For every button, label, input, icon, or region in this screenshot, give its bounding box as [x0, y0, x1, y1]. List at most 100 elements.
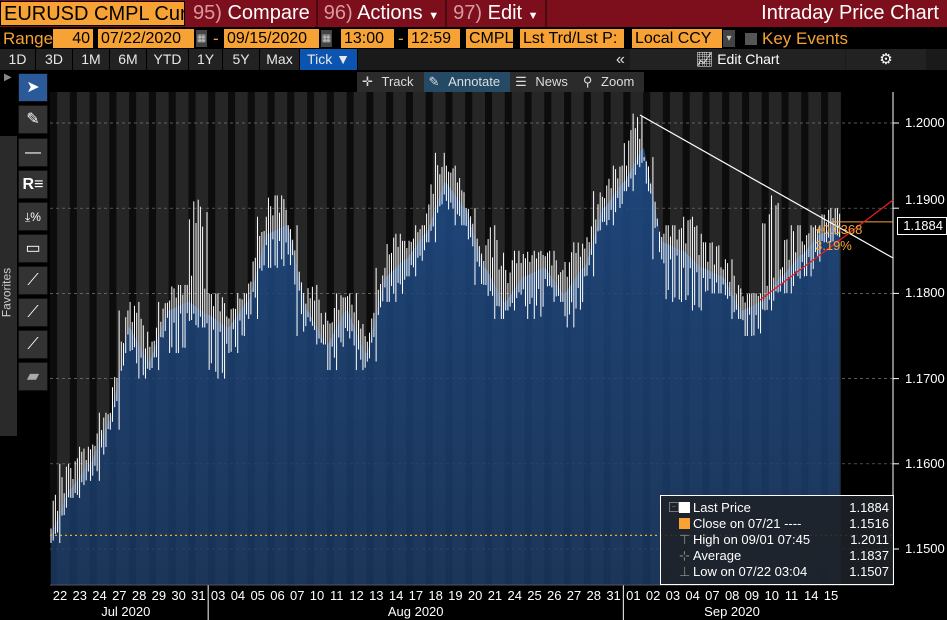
period-tab-6m[interactable]: 6M	[110, 49, 147, 70]
track-button[interactable]: ✛ Track	[357, 72, 424, 92]
segment-line-icon[interactable]: ⟋	[18, 330, 48, 359]
period-tab-1y[interactable]: 1Y	[189, 49, 223, 70]
swatch	[679, 502, 690, 513]
high-marker-icon: ⊤	[679, 532, 691, 547]
expand-arrow-icon[interactable]: ▶	[4, 72, 12, 83]
x-tick-label: 26	[547, 588, 562, 603]
x-tick-label: 04	[230, 588, 246, 603]
legend-label: Low on 07/22 03:04	[693, 564, 808, 579]
legend-label: Last Price	[693, 500, 751, 515]
x-tick-label: 30	[171, 588, 186, 603]
x-tick-label: 24	[507, 588, 522, 603]
edit-label: Edit	[487, 2, 523, 24]
compare-menu[interactable]: 95) Compare	[187, 0, 318, 27]
pointer-tool-icon[interactable]: ➤	[18, 73, 48, 102]
collapse-legend-icon[interactable]: −	[669, 502, 679, 512]
key-events-checkbox[interactable]	[745, 33, 757, 45]
currency-field[interactable]: Local CCY	[632, 29, 722, 48]
x-tick-label: 14	[804, 588, 819, 603]
calendar-icon[interactable]: ▦	[321, 30, 332, 47]
last-price-tag: 1.1884	[897, 217, 947, 235]
x-tick-label: 27	[112, 588, 127, 603]
legend-value: 1.1837	[849, 548, 889, 563]
news-button[interactable]: ☰ News	[510, 72, 578, 92]
night-band	[50, 92, 58, 585]
security-field[interactable]: EURUSD CMPL Curnc	[0, 1, 185, 26]
market-field[interactable]: Lst Trd/Lst P:	[520, 29, 624, 48]
month-label: Jul 2020	[101, 604, 151, 619]
currency-dropdown-icon[interactable]: ▾	[723, 30, 735, 47]
legend-last-price: Last Price 1.1884	[679, 500, 889, 516]
x-tick-label: 18	[428, 588, 443, 603]
y-tick-label: 1.1600	[905, 455, 945, 471]
trendline-red	[759, 199, 894, 301]
end-time-field[interactable]: 12:59	[408, 29, 460, 48]
y-tick-label: 1.1900	[905, 192, 945, 208]
compare-label: Compare	[227, 2, 310, 24]
x-tick-label: 28	[131, 588, 147, 603]
dash: -	[213, 29, 219, 48]
settings-gear-icon[interactable]: ⚙	[846, 49, 926, 70]
start-date-field[interactable]: 07/22/2020	[98, 29, 194, 48]
zoom-label: Zoom	[601, 74, 635, 89]
edit-menu[interactable]: 97) Edit ▼	[447, 0, 547, 27]
start-time-field[interactable]: 13:00	[341, 29, 394, 48]
retracement-icon[interactable]: R≡	[18, 170, 48, 199]
channel-icon[interactable]: ▰	[18, 362, 48, 391]
change-value: +0.0368	[815, 222, 863, 237]
track-label: Track	[381, 74, 414, 89]
x-tick-label: 02	[645, 588, 661, 603]
range-days-field[interactable]: 40	[53, 29, 93, 48]
menu-number: 95)	[193, 2, 222, 24]
actions-menu[interactable]: 96) Actions ▼	[318, 0, 448, 27]
edit-chart-button[interactable]: 📈︎ Edit Chart	[630, 49, 845, 70]
period-tab-3d[interactable]: 3D	[36, 49, 73, 70]
x-tick-label: 05	[250, 588, 265, 603]
swatch	[679, 518, 690, 529]
rectangle-icon[interactable]: ▭	[18, 234, 48, 263]
chart-icon: 📈︎	[695, 51, 714, 67]
x-tick-label: 09	[744, 588, 760, 603]
favorites-label: Favorites	[0, 267, 14, 318]
pen-tool-icon[interactable]: ✎	[18, 105, 48, 134]
legend-label: High on 09/01 07:45	[693, 532, 811, 547]
trendline-white	[639, 114, 894, 259]
x-tick-label: 19	[448, 588, 463, 603]
period-tab-ytd[interactable]: YTD	[147, 49, 189, 70]
favorites-panel[interactable]: Favorites	[0, 136, 17, 436]
x-tick-label: 23	[72, 588, 87, 603]
source-field[interactable]: CMPL	[466, 29, 513, 48]
end-date-field[interactable]: 09/15/2020	[224, 29, 319, 48]
period-tab-1m[interactable]: 1M	[73, 49, 110, 70]
period-tab-1d[interactable]: 1D	[0, 49, 36, 70]
night-band	[148, 92, 156, 585]
period-tab-tick[interactable]: Tick ▼	[300, 49, 358, 70]
annotate-label: Annotate	[448, 74, 501, 89]
collapse-icon[interactable]: «	[616, 51, 625, 68]
legend-value: 1.1884	[849, 500, 889, 515]
y-tick-label: 1.1500	[905, 541, 945, 556]
x-tick-label: 06	[270, 588, 285, 603]
horizontal-line-icon[interactable]: —	[18, 138, 48, 167]
zoom-button[interactable]: ⚲ Zoom	[578, 72, 644, 92]
calendar-icon[interactable]: ▦	[196, 30, 207, 47]
period-tab-5y[interactable]: 5Y	[223, 49, 260, 70]
x-tick-label: 27	[566, 588, 582, 603]
trendline-icon[interactable]: ⟋	[18, 266, 48, 295]
x-tick-label: 03	[210, 588, 226, 603]
news-label: News	[535, 74, 568, 89]
x-tick-label: 20	[467, 588, 483, 603]
dash: -	[398, 29, 404, 48]
multi-point-line-icon[interactable]: ⟋	[18, 298, 48, 327]
chart-legend: − Last Price 1.1884 Close on 07/21 ---- 1.…	[660, 495, 894, 585]
chart-subtoolbar: ✛ Track ✎ Annotate ☰ News ⚲ Zoom	[357, 72, 645, 92]
percent-change-icon[interactable]: ⤓%	[18, 202, 48, 231]
x-tick-label: 11	[330, 588, 344, 603]
period-tab-max[interactable]: Max	[260, 49, 300, 70]
x-tick-label: 17	[408, 588, 424, 603]
x-tick-label: 22	[52, 588, 68, 603]
x-tick-label: 21	[487, 588, 503, 603]
x-tick-label: 31	[191, 588, 206, 603]
annotate-button[interactable]: ✎ Annotate	[423, 72, 511, 92]
